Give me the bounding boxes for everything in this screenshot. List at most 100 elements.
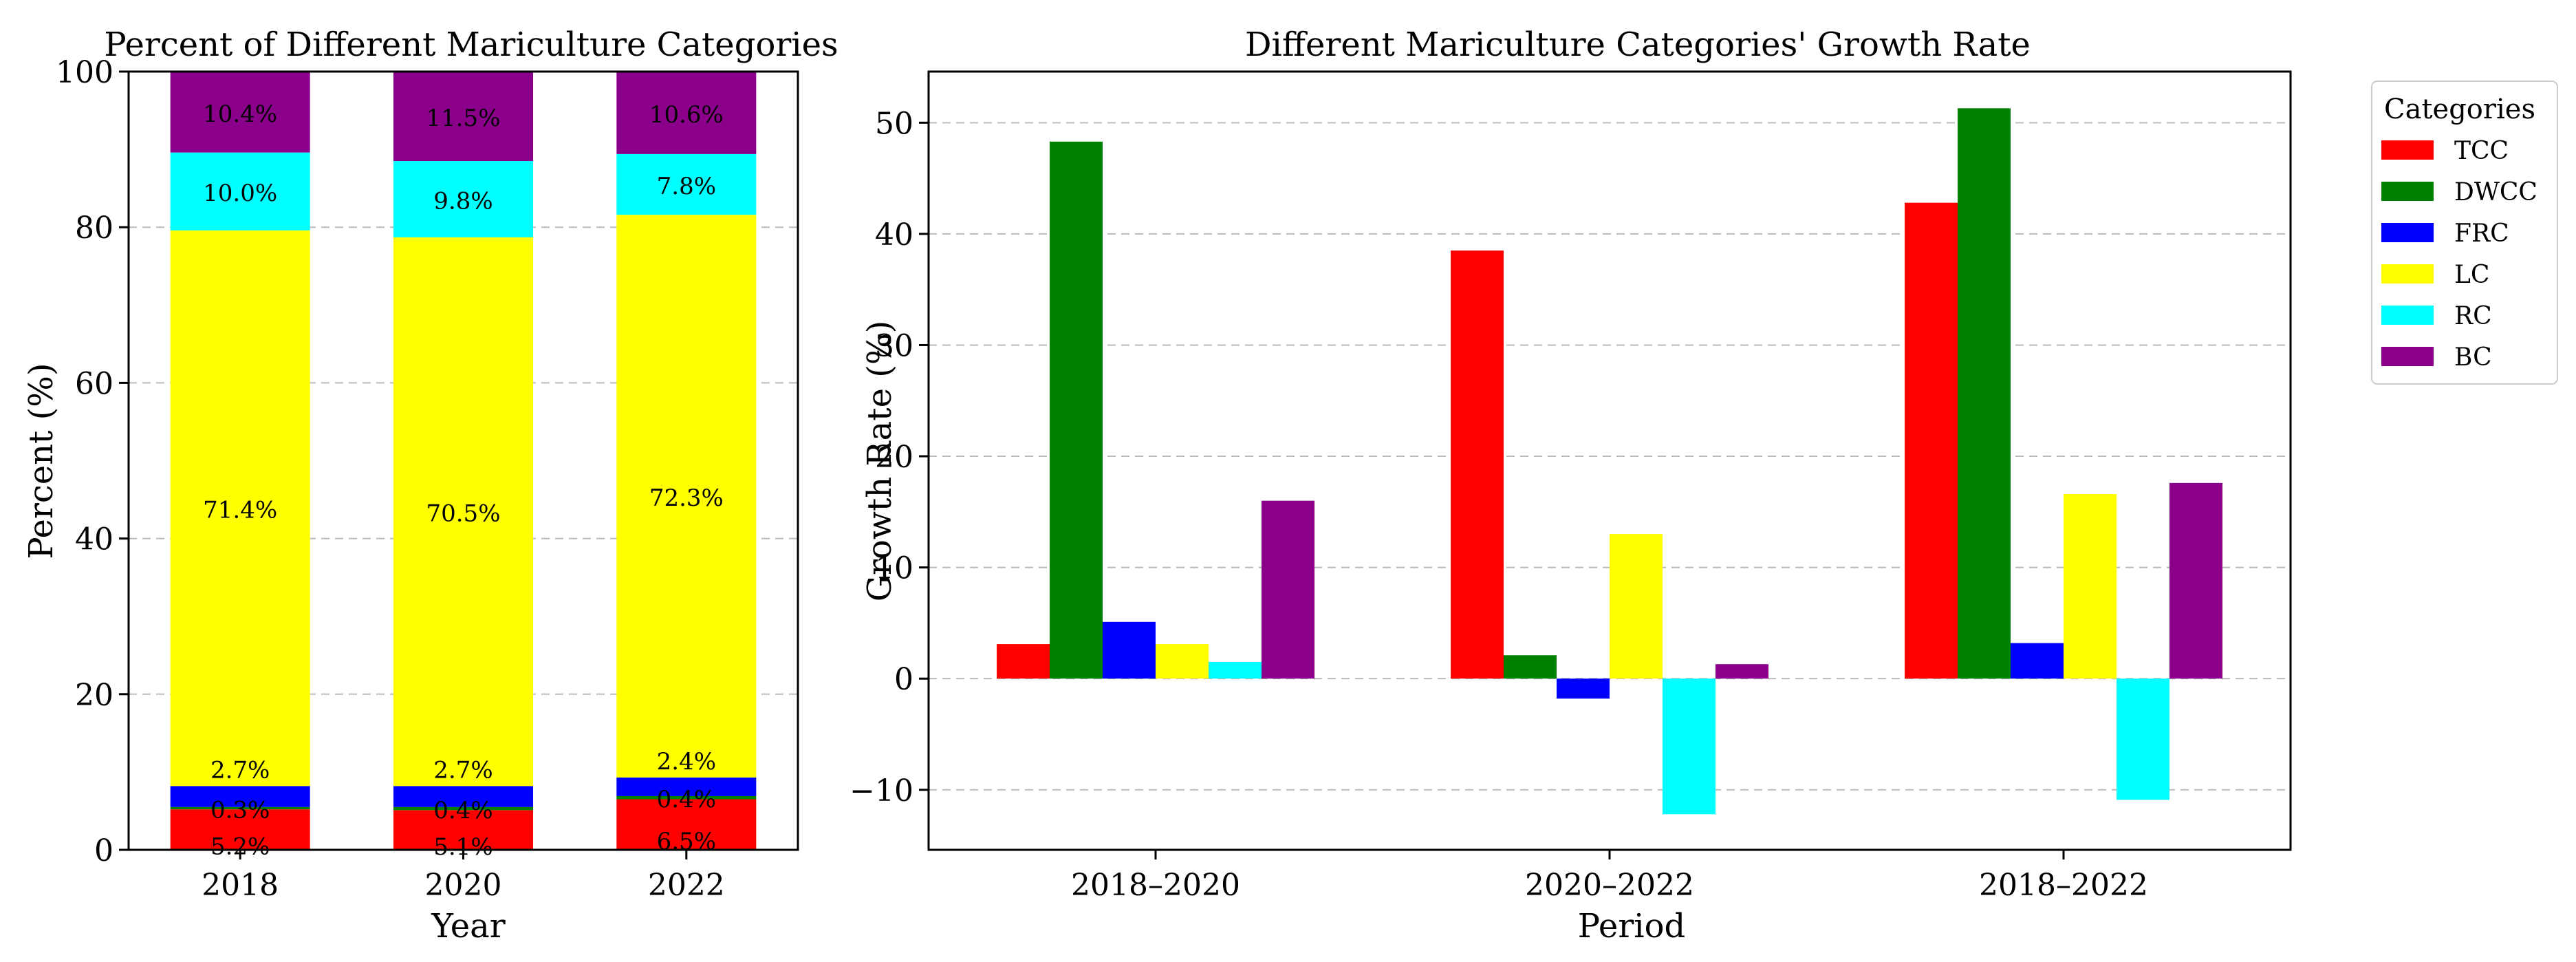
x-tick-label: 2022 xyxy=(648,868,725,903)
bar-dwcc-2020 xyxy=(393,806,533,811)
growth-rate-chart: Different Mariculture Categories' Growth… xyxy=(849,25,2292,945)
legend-label-frc: FRC xyxy=(2454,220,2509,248)
legend-swatch-frc xyxy=(2381,223,2434,242)
x-tick-label: 2018–2020 xyxy=(1071,868,1240,903)
chart1-bars xyxy=(170,72,757,850)
bar-label-rc: 9.8% xyxy=(433,187,493,215)
chart1-x-ticks: 2018 2020 2022 xyxy=(202,850,725,903)
y-tick-label: 100 xyxy=(56,55,113,90)
x-tick-label: 2018–2022 xyxy=(1979,868,2148,903)
bar-label-frc: 2.7% xyxy=(210,756,270,784)
bar-dwcc-2018 xyxy=(170,806,310,810)
bar-lc-2020 xyxy=(393,237,533,787)
bar-lc-2018 xyxy=(170,230,310,787)
y-tick-label: 60 xyxy=(75,366,113,401)
chart2-legend: Categories TCC DWCC FRC LC RC BC xyxy=(2371,81,2558,385)
bar-label-dwcc: 0.3% xyxy=(210,796,270,824)
y-tick-label: −10 xyxy=(849,773,913,809)
y-tick-label: 80 xyxy=(75,211,113,246)
bar-label-lc: 70.5% xyxy=(426,500,500,528)
bar-frc-2018–2020 xyxy=(1103,621,1156,679)
bar-frc-2022 xyxy=(616,777,757,796)
bar-tcc-2018–2022 xyxy=(1905,202,1958,679)
bar-label-lc: 71.4% xyxy=(203,496,277,524)
y-tick-label: 50 xyxy=(875,106,913,141)
legend-swatch-bc xyxy=(2381,347,2434,366)
bar-bc-2018 xyxy=(170,72,310,153)
legend-label-lc: LC xyxy=(2454,261,2489,289)
legend-title: Categories xyxy=(2384,94,2535,125)
bar-label-rc: 10.0% xyxy=(203,180,277,207)
chart2-x-ticks: 2018–2020 2020–2022 2018–2022 xyxy=(1071,850,2148,903)
legend-swatch-tcc xyxy=(2381,140,2434,160)
chart2-title: Different Mariculture Categories' Growth… xyxy=(1245,25,2031,64)
chart2-x-axis-label: Period xyxy=(1578,907,1685,945)
bar-lc-2018–2020 xyxy=(1156,644,1209,679)
bar-frc-2020 xyxy=(393,786,533,807)
bar-tcc-2020–2022 xyxy=(1451,250,1504,679)
chart2-y-ticks: −10 0 10 20 30 40 50 xyxy=(849,106,929,809)
bar-frc-2018–2022 xyxy=(2011,643,2064,679)
bar-tcc-2022 xyxy=(616,799,757,850)
legend-swatch-lc xyxy=(2381,264,2434,284)
legend-swatch-dwcc xyxy=(2381,182,2434,201)
y-tick-label: 10 xyxy=(875,551,913,586)
bar-rc-2018–2020 xyxy=(1209,661,1262,679)
bar-label-bc: 11.5% xyxy=(426,105,500,132)
bar-lc-2018–2022 xyxy=(2064,493,2117,679)
bar-tcc-2018–2020 xyxy=(997,644,1050,679)
bar-frc-2020–2022 xyxy=(1557,678,1610,699)
bar-lc-2020–2022 xyxy=(1610,534,1663,679)
y-tick-label: 20 xyxy=(75,678,113,713)
bar-label-frc: 2.4% xyxy=(657,748,716,776)
legend-swatch-rc xyxy=(2381,306,2434,325)
y-tick-label: 20 xyxy=(875,440,913,475)
y-tick-label: 30 xyxy=(875,328,913,363)
chart1-title: Percent of Different Mariculture Categor… xyxy=(104,25,838,64)
bar-label-rc: 7.8% xyxy=(657,173,716,200)
y-tick-label: 0 xyxy=(894,662,913,697)
bar-dwcc-2018–2022 xyxy=(1958,108,2011,679)
bar-label-frc: 2.7% xyxy=(433,756,493,784)
legend-items: TCC DWCC FRC LC RC BC xyxy=(2381,137,2537,372)
bar-tcc-2020 xyxy=(393,810,533,850)
bar-lc-2022 xyxy=(616,215,757,778)
bar-bc-2022 xyxy=(616,72,757,154)
bar-rc-2018 xyxy=(170,152,310,231)
chart2-y-axis-label: Growth Rate (%) xyxy=(861,321,899,602)
bar-label-bc: 10.4% xyxy=(203,100,277,128)
bar-label-bc: 10.6% xyxy=(649,101,724,129)
bar-rc-2020–2022 xyxy=(1663,678,1715,815)
bar-bc-2020 xyxy=(393,72,533,162)
x-tick-label: 2018 xyxy=(202,868,279,903)
chart1-y-ticks: 0 20 40 60 80 100 xyxy=(56,55,129,868)
bar-rc-2022 xyxy=(616,153,757,215)
x-tick-label: 2020–2022 xyxy=(1525,868,1694,903)
legend-label-tcc: TCC xyxy=(2454,137,2509,165)
chart2-plot-frame xyxy=(927,70,2292,851)
x-tick-label: 2020 xyxy=(425,868,502,903)
chart1-bar-labels: 5.2%0.3%2.7%71.4%10.0%10.4%5.1%0.4%2.7%7… xyxy=(203,100,724,861)
bar-dwcc-2018–2020 xyxy=(1050,141,1103,679)
legend-label-bc: BC xyxy=(2454,343,2492,372)
chart1-x-axis-label: Year xyxy=(431,907,506,945)
y-tick-label: 40 xyxy=(75,522,113,557)
percent-stacked-chart: Percent of Different Mariculture Categor… xyxy=(22,25,838,945)
bar-label-dwcc: 0.4% xyxy=(433,797,493,824)
bar-bc-2018–2020 xyxy=(1262,500,1314,679)
y-tick-label: 40 xyxy=(875,217,913,253)
bar-dwcc-2022 xyxy=(616,795,757,800)
chart2-bars xyxy=(997,108,2222,815)
legend-label-rc: RC xyxy=(2454,302,2492,330)
bar-rc-2020 xyxy=(393,161,533,237)
bar-bc-2020–2022 xyxy=(1715,664,1768,679)
bar-label-lc: 72.3% xyxy=(649,484,724,512)
chart1-y-axis-label: Percent (%) xyxy=(22,363,61,559)
legend-label-dwcc: DWCC xyxy=(2454,178,2537,206)
bar-bc-2018–2022 xyxy=(2169,482,2222,679)
bar-dwcc-2020–2022 xyxy=(1504,655,1557,679)
bar-rc-2018–2022 xyxy=(2117,678,2169,800)
bar-tcc-2018 xyxy=(170,809,310,850)
bar-frc-2018 xyxy=(170,786,310,807)
y-tick-label: 0 xyxy=(94,833,113,868)
